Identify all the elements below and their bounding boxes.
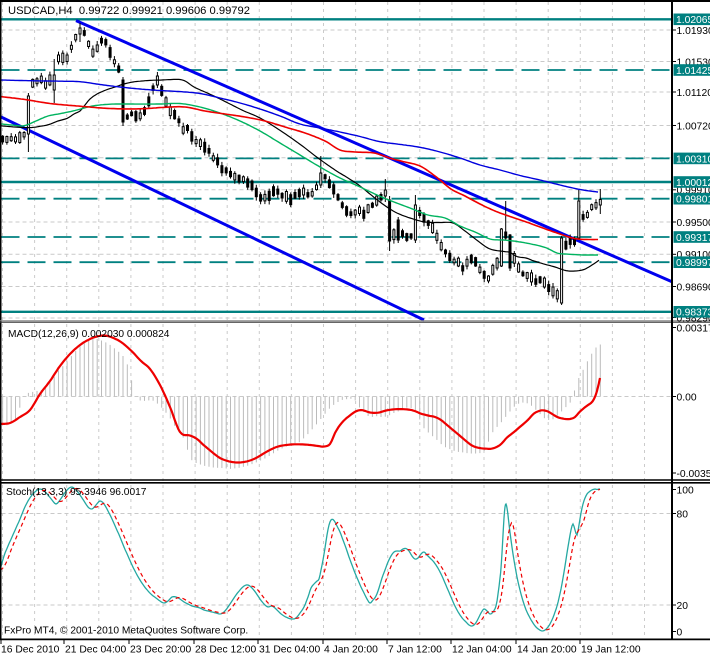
svg-text:16 Dec 2010: 16 Dec 2010 (1, 645, 60, 656)
svg-text:0.98373: 0.98373 (676, 308, 710, 319)
svg-text:0.98290: 0.98290 (677, 313, 710, 324)
svg-text:0.99801: 0.99801 (676, 195, 710, 206)
svg-text:FxPro MT4, © 2001-2010 MetaQuo: FxPro MT4, © 2001-2010 MetaQuotes Softwa… (4, 626, 248, 637)
svg-text:12 Jan 04:00: 12 Jan 04:00 (452, 645, 512, 656)
svg-text:1.00310: 1.00310 (676, 154, 710, 165)
svg-text:20: 20 (677, 601, 689, 612)
svg-text:21 Dec 04:00: 21 Dec 04:00 (65, 645, 127, 656)
svg-text:19 Jan 12:00: 19 Jan 12:00 (581, 645, 641, 656)
svg-text:USDCAD,H4 0.99722 0.99921 0.9: USDCAD,H4 0.99722 0.99921 0.99606 0.9979… (8, 5, 250, 17)
svg-text:1.02065: 1.02065 (676, 15, 710, 26)
svg-text:23 Dec 20:00: 23 Dec 20:00 (130, 645, 192, 656)
svg-text:0.98997: 0.98997 (676, 258, 710, 269)
svg-text:14 Jan 20:00: 14 Jan 20:00 (517, 645, 577, 656)
svg-text:7 Jan 12:00: 7 Jan 12:00 (388, 645, 442, 656)
svg-text:1.01120: 1.01120 (677, 88, 710, 99)
svg-text:0.00: 0.00 (677, 392, 697, 403)
svg-text:4 Jan 20:00: 4 Jan 20:00 (324, 645, 378, 656)
svg-text:Stoch(13,3,3) 95.3946 96.0017: Stoch(13,3,3) 95.3946 96.0017 (6, 487, 147, 498)
svg-text:0.99317: 0.99317 (676, 233, 710, 244)
svg-text:1.01530: 1.01530 (677, 57, 710, 68)
svg-text:-0.00355: -0.00355 (677, 469, 710, 480)
svg-text:0.00317: 0.00317 (677, 323, 710, 334)
svg-text:1.01930: 1.01930 (677, 26, 710, 37)
svg-text:100: 100 (677, 485, 694, 496)
svg-text:MACD(12,26,9) 0.002030 0.00082: MACD(12,26,9) 0.002030 0.000824 (8, 329, 170, 340)
svg-text:1.00012: 1.00012 (676, 178, 710, 189)
svg-text:80: 80 (677, 509, 689, 520)
svg-text:0: 0 (677, 627, 683, 638)
svg-text:28 Dec 12:00: 28 Dec 12:00 (195, 645, 257, 656)
svg-text:31 Dec 04:00: 31 Dec 04:00 (259, 645, 321, 656)
svg-text:1.01425: 1.01425 (676, 66, 710, 77)
